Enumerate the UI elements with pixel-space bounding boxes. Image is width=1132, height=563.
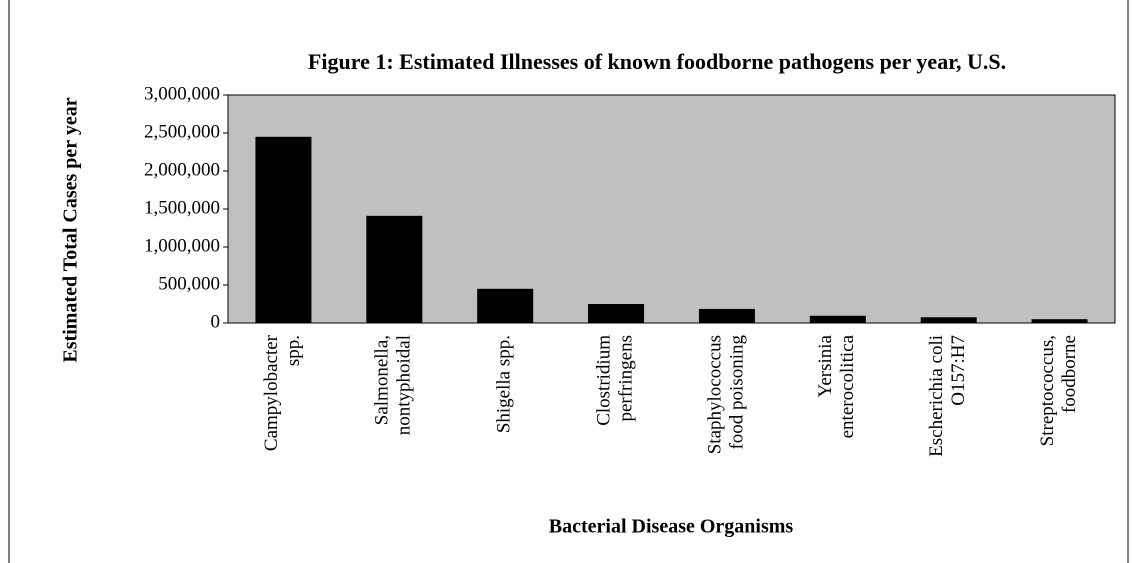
- bar: [1031, 319, 1088, 323]
- x-tick-label: O157:H7: [948, 335, 969, 406]
- x-tick-label: Escherichia coli: [926, 335, 947, 457]
- x-tick-label: Staphylococcus: [704, 335, 725, 454]
- y-tick-label: 0: [211, 311, 221, 332]
- x-tick-label: Shigella spp.: [494, 335, 515, 433]
- x-tick-label: nontyphoidal: [394, 335, 415, 435]
- y-tick-label: 1,000,000: [144, 235, 220, 256]
- x-axis-label: Bacterial Disease Organisms: [549, 516, 794, 538]
- x-tick-label: perfringens: [615, 335, 636, 422]
- bar: [588, 304, 645, 323]
- bar: [255, 136, 312, 323]
- y-tick-label: 1,500,000: [144, 197, 220, 218]
- chart-title: Figure 1: Estimated Illnesses of known f…: [308, 49, 1006, 74]
- bar: [477, 288, 534, 323]
- x-tick-label: Streptococcus,: [1037, 335, 1058, 446]
- x-tick-label: enterocolitica: [837, 334, 858, 438]
- bar: [920, 317, 977, 323]
- x-tick-label: Yersinia: [815, 334, 836, 397]
- y-axis-label: Estimated Total Cases per year: [60, 97, 82, 362]
- x-tick-label: Salmonella,: [372, 335, 393, 425]
- frame: [8, 0, 1129, 563]
- x-tick-label: Campylobacter: [261, 334, 282, 451]
- x-tick-label: foodborne: [1059, 335, 1080, 413]
- bar: [698, 308, 755, 323]
- plot-area: [227, 94, 1116, 324]
- y-tick-label: 2,000,000: [144, 159, 220, 180]
- x-tick-label: spp.: [283, 335, 304, 366]
- y-tick-label: 2,500,000: [144, 121, 220, 142]
- y-tick-label: 500,000: [158, 273, 220, 294]
- bar: [366, 215, 423, 323]
- x-tick-label: Clostridium: [593, 335, 614, 426]
- y-tick-label: 3,000,000: [144, 83, 220, 104]
- bar: [809, 315, 866, 323]
- x-tick-label: food poisoning: [726, 335, 747, 450]
